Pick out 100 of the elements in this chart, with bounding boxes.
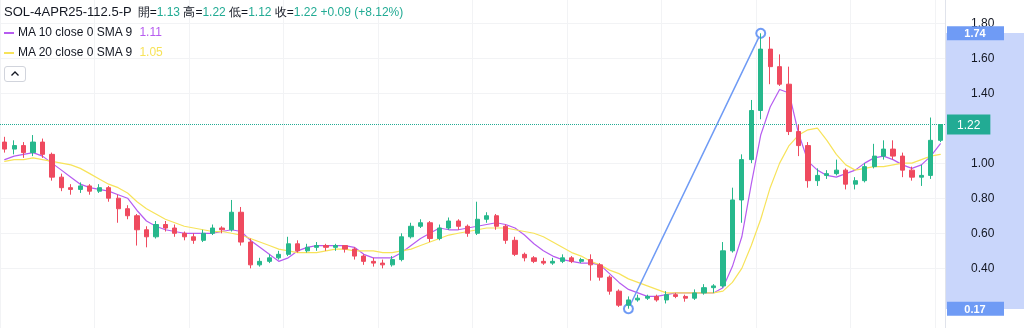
candlestick: [673, 292, 678, 299]
candlestick: [890, 139, 896, 161]
y-tick-label: 0.80: [971, 191, 995, 206]
candlestick: [49, 152, 55, 182]
candlestick: [786, 66, 792, 136]
candlestick: [720, 241, 726, 289]
candlestick: [862, 162, 867, 183]
candlestick: [843, 167, 848, 190]
text: 開=1.13 高=1.22 低=1.12 收=1.22 +0.09 (+8.12%): [137, 5, 404, 19]
candlestick: [30, 134, 36, 157]
candlestick: [342, 245, 348, 254]
candlestick: [626, 295, 631, 310]
annotation: 1.05: [139, 45, 163, 59]
candlestick: [796, 124, 801, 157]
candlestick: [484, 211, 489, 224]
candlestick: [616, 288, 622, 308]
candlestick: [446, 217, 451, 231]
candlestick: [909, 166, 915, 182]
candlestick: [739, 153, 744, 224]
candlestick: [408, 222, 414, 240]
line-series: [4, 127, 941, 294]
candlestick: [541, 257, 546, 266]
candlestick: [418, 218, 423, 229]
candlestick: [550, 257, 555, 266]
candlestick: [692, 288, 697, 301]
candlestick: [928, 117, 933, 180]
candlestick: [635, 294, 640, 303]
candlestick: [522, 252, 527, 262]
candlestick: [588, 253, 593, 282]
y-tick-label: 1.00: [971, 156, 995, 171]
candlestick: [834, 159, 839, 176]
candlestick: [201, 229, 206, 243]
candlestick: [427, 220, 433, 243]
candlestick: [134, 213, 140, 247]
candlestick: [664, 290, 669, 304]
candlestick: [238, 206, 244, 247]
candlestick: [78, 181, 83, 194]
candlestick: [305, 243, 310, 254]
candlestick: [749, 99, 754, 164]
candlestick: [805, 141, 811, 189]
candlestick: [229, 199, 234, 233]
candlestick: [295, 239, 300, 254]
candlestick: [248, 238, 253, 269]
candlestick: [361, 253, 366, 266]
candlestick: [768, 36, 773, 85]
candlestick: [333, 243, 338, 252]
candlestick: [323, 243, 329, 252]
candlestick: [267, 253, 272, 264]
candlestick: [97, 183, 102, 194]
candlestick: [399, 232, 404, 262]
legend-label: MA 10 close 0 SMA 9: [18, 25, 134, 39]
ref-line-label: 1.22: [957, 117, 981, 132]
candlestick: [503, 224, 508, 245]
candlestick: [219, 225, 225, 234]
candlestick: [645, 294, 650, 301]
candlestick: [12, 139, 17, 155]
candlestick: [465, 224, 470, 238]
y-tick-label: 0.40: [971, 261, 995, 276]
candlestick: [919, 164, 924, 187]
candlestick: [371, 257, 376, 268]
candlestick: [853, 176, 858, 190]
candlestick: [210, 224, 215, 236]
line-series: [4, 88, 941, 298]
candlestick: [116, 194, 121, 224]
candlestick: [475, 201, 480, 236]
candlestick: [938, 124, 943, 143]
candlestick: [654, 294, 659, 303]
candlestick: [106, 185, 111, 203]
candlestick: [21, 141, 26, 159]
candlestick: [579, 257, 584, 264]
candlestick: [777, 53, 782, 87]
chart-title: SOL-4APR25-112.5-P: [4, 4, 132, 19]
candlestick: [597, 262, 603, 282]
candlestick: [314, 241, 319, 252]
y-tick-label: 1.80: [971, 15, 995, 30]
candlestick: [40, 138, 45, 159]
candlestick: [872, 143, 877, 169]
candlestick: [153, 220, 159, 240]
candlestick: [824, 169, 829, 180]
candlestick: [276, 250, 281, 261]
candlestick: [172, 224, 177, 238]
candlestick: [144, 225, 149, 248]
candlestick: [380, 259, 385, 269]
candlestick: [494, 213, 499, 231]
candlestick: [390, 255, 395, 268]
candlestick: [730, 187, 735, 254]
candlestick: [607, 274, 612, 296]
candlestick: [815, 167, 820, 187]
y-tick-label: 0.60: [971, 226, 995, 241]
candlestick: [163, 220, 168, 233]
candlestick: [569, 255, 574, 264]
candlestick: [257, 257, 262, 268]
candlestick: [683, 294, 688, 303]
candlestick: [286, 236, 291, 257]
candlestick: [701, 283, 707, 296]
candlestick: [711, 283, 716, 294]
y-tick-label: 1.60: [971, 50, 995, 65]
candlestick: [68, 183, 73, 196]
candlestick: [191, 232, 196, 245]
y-tick-label: 1.40: [971, 85, 995, 100]
